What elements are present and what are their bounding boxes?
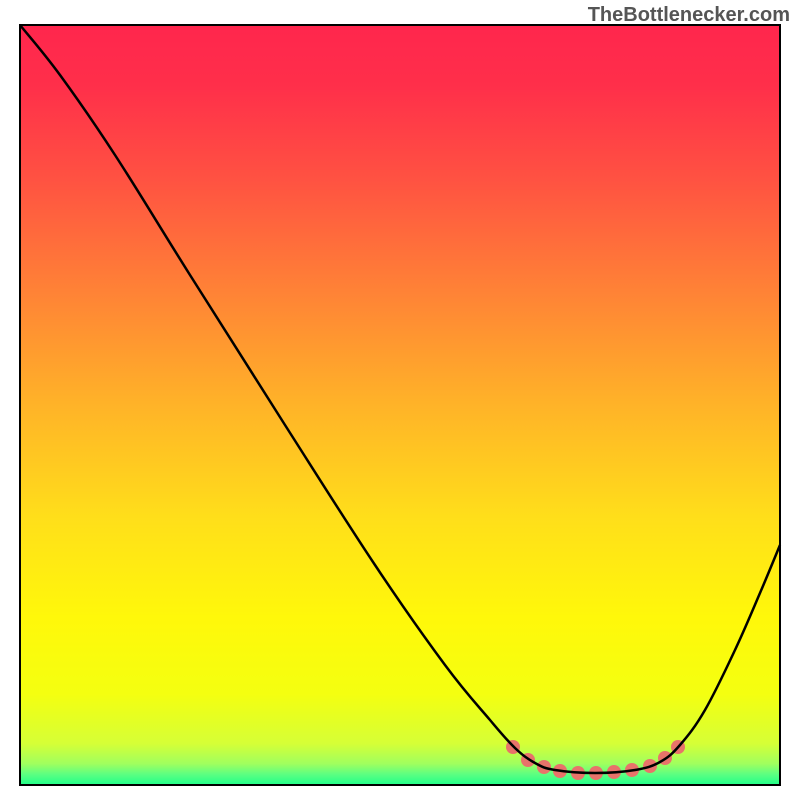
chart-canvas [0,0,800,800]
plot-background [20,25,780,785]
attribution-label: TheBottlenecker.com [588,4,790,27]
bottleneck-chart: TheBottlenecker.com [0,0,800,800]
